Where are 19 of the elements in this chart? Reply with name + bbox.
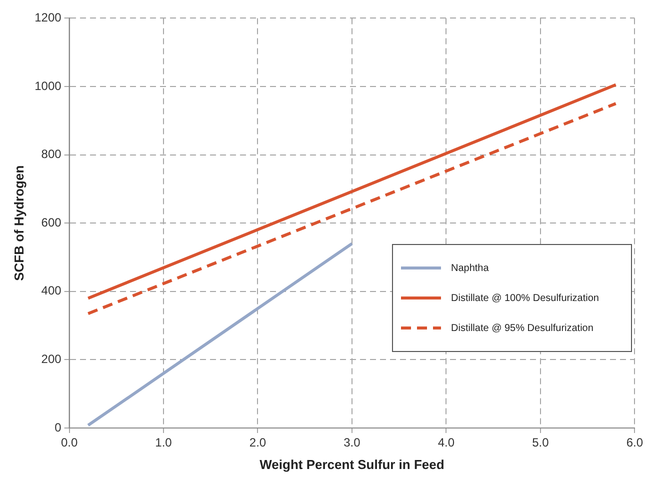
x-tick-label: 5.0 [532, 436, 550, 450]
x-tick-label: 2.0 [249, 436, 266, 450]
x-tick-label: 4.0 [438, 436, 455, 450]
y-tick-label: 600 [41, 215, 62, 230]
x-tick-label: 3.0 [344, 436, 361, 450]
y-tick-label: 400 [41, 284, 62, 298]
y-tick-label: 1000 [34, 78, 62, 93]
x-tick-label: 0.0 [60, 436, 78, 450]
y-tick-label: 1200 [34, 10, 62, 25]
x-tick-label: 6.0 [626, 436, 644, 450]
x-axis-title: Weight Percent Sulfur in Feed [260, 456, 444, 472]
legend-label: Distillate @ 100% Desulfurization [451, 292, 599, 304]
y-axis-title: SCFB of Hydrogen [11, 165, 26, 281]
y-tick-label: 800 [41, 147, 62, 162]
y-tick-label: 200 [41, 352, 62, 366]
y-tick-label: 0 [54, 420, 62, 434]
legend-label: Distillate @ 95% Desulfurization [451, 322, 594, 334]
x-tick-label: 1.0 [155, 436, 172, 450]
legend-label: Naphtha [451, 262, 489, 274]
